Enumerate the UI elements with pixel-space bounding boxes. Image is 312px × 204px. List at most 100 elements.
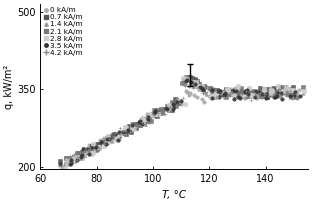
0.7 kA/m (264, 87, 269, 90)
0.7 kA/m (291, 95, 296, 98)
2.8 kA/m (269, 90, 274, 93)
4.2 kA/m (213, 90, 218, 93)
0 kA/m (287, 92, 292, 95)
0.7 kA/m (253, 92, 258, 95)
3.5 kA/m (146, 116, 151, 120)
3.5 kA/m (232, 97, 236, 100)
0.7 kA/m (104, 139, 109, 142)
0.7 kA/m (291, 92, 296, 95)
1.4 kA/m (63, 161, 68, 164)
2.1 kA/m (173, 104, 178, 107)
4.2 kA/m (181, 97, 186, 100)
1.4 kA/m (160, 110, 165, 113)
2.1 kA/m (210, 90, 215, 93)
3.5 kA/m (200, 88, 205, 91)
0 kA/m (103, 135, 108, 138)
0.7 kA/m (168, 106, 173, 109)
0 kA/m (279, 90, 284, 93)
2.1 kA/m (283, 91, 288, 94)
1.4 kA/m (151, 111, 156, 114)
2.1 kA/m (72, 159, 77, 162)
Legend: 0 kA/m, 0.7 kA/m, 1.4 kA/m, 2.1 kA/m, 2.8 kA/m, 3.5 kA/m, 4.2 kA/m: 0 kA/m, 0.7 kA/m, 1.4 kA/m, 2.1 kA/m, 2.… (42, 6, 84, 57)
2.1 kA/m (218, 93, 223, 96)
4.2 kA/m (219, 91, 224, 94)
3.5 kA/m (218, 90, 223, 93)
2.8 kA/m (75, 155, 80, 159)
0 kA/m (183, 89, 188, 93)
2.1 kA/m (139, 120, 144, 123)
0.7 kA/m (147, 113, 152, 116)
2.8 kA/m (234, 86, 239, 89)
4.2 kA/m (96, 146, 101, 150)
0 kA/m (260, 95, 265, 99)
2.1 kA/m (217, 92, 222, 95)
1.4 kA/m (115, 133, 120, 136)
0.7 kA/m (202, 85, 207, 88)
2.1 kA/m (81, 147, 86, 150)
2.8 kA/m (181, 76, 186, 80)
0 kA/m (185, 91, 190, 94)
3.5 kA/m (238, 96, 243, 100)
1.4 kA/m (121, 129, 126, 132)
2.8 kA/m (63, 166, 68, 169)
4.2 kA/m (144, 116, 149, 119)
3.5 kA/m (222, 91, 227, 95)
2.1 kA/m (263, 87, 268, 90)
0.7 kA/m (133, 122, 138, 126)
4.2 kA/m (75, 159, 80, 162)
1.4 kA/m (219, 92, 224, 96)
4.2 kA/m (290, 97, 295, 100)
0.7 kA/m (155, 114, 160, 117)
2.8 kA/m (177, 100, 182, 103)
4.2 kA/m (248, 99, 253, 102)
0 kA/m (202, 100, 207, 103)
0.7 kA/m (63, 157, 68, 160)
2.8 kA/m (236, 85, 241, 88)
3.5 kA/m (197, 85, 202, 89)
3.5 kA/m (264, 97, 269, 100)
0 kA/m (137, 123, 142, 126)
2.1 kA/m (121, 131, 126, 134)
1.4 kA/m (287, 90, 292, 93)
0.7 kA/m (254, 94, 259, 98)
0 kA/m (254, 96, 259, 100)
3.5 kA/m (57, 162, 62, 165)
3.5 kA/m (140, 122, 145, 125)
0 kA/m (225, 93, 230, 96)
1.4 kA/m (197, 88, 202, 91)
2.8 kA/m (96, 146, 101, 149)
2.1 kA/m (272, 92, 277, 95)
1.4 kA/m (203, 90, 208, 93)
3.5 kA/m (116, 131, 121, 134)
1.4 kA/m (100, 136, 105, 140)
4.2 kA/m (277, 92, 282, 96)
4.2 kA/m (65, 156, 70, 159)
3.5 kA/m (280, 98, 285, 101)
0 kA/m (98, 143, 103, 146)
2.8 kA/m (131, 127, 136, 130)
1.4 kA/m (96, 146, 101, 149)
0.7 kA/m (219, 90, 224, 93)
0.7 kA/m (134, 127, 139, 130)
4.2 kA/m (56, 164, 61, 167)
4.2 kA/m (117, 133, 122, 136)
2.1 kA/m (158, 108, 163, 111)
3.5 kA/m (164, 106, 169, 109)
4.2 kA/m (168, 105, 173, 108)
2.1 kA/m (287, 88, 292, 91)
2.8 kA/m (106, 140, 111, 144)
0.7 kA/m (188, 75, 193, 78)
0 kA/m (85, 149, 90, 153)
4.2 kA/m (112, 132, 117, 135)
2.8 kA/m (123, 127, 128, 130)
1.4 kA/m (146, 114, 151, 117)
2.8 kA/m (222, 92, 227, 95)
0.7 kA/m (230, 89, 235, 93)
2.1 kA/m (277, 89, 282, 92)
1.4 kA/m (280, 92, 285, 95)
4.2 kA/m (234, 92, 239, 95)
2.1 kA/m (149, 120, 154, 123)
3.5 kA/m (293, 90, 298, 94)
1.4 kA/m (253, 93, 258, 96)
1.4 kA/m (191, 84, 196, 87)
